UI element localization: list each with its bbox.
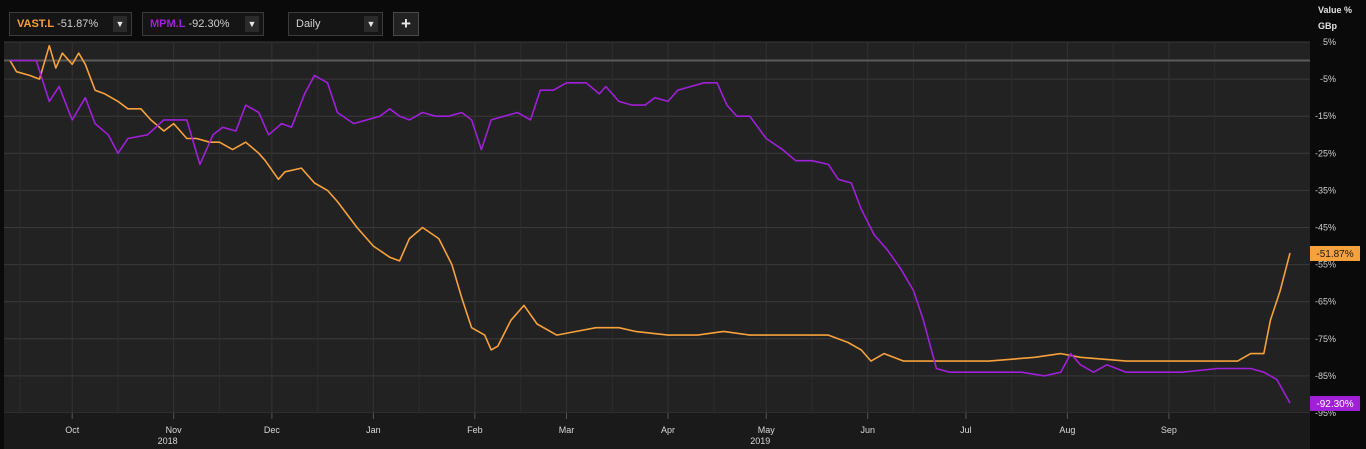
dropdown-arrow-icon[interactable]: ▼ bbox=[245, 16, 259, 32]
axis-unit-currency: GBp bbox=[1318, 21, 1337, 31]
y-tick-label: -15% bbox=[1315, 111, 1336, 121]
x-tick-label: Aug bbox=[1059, 425, 1075, 435]
add-symbol-button[interactable]: + bbox=[393, 12, 419, 36]
y-tick-label: -25% bbox=[1315, 148, 1336, 158]
dropdown-arrow-icon[interactable]: ▼ bbox=[364, 16, 378, 32]
y-tick-label: -45% bbox=[1315, 223, 1336, 233]
series-line-vast-l[interactable] bbox=[9, 44, 1291, 362]
axis-unit-value: Value % bbox=[1318, 5, 1353, 15]
dropdown-arrow-icon[interactable]: ▼ bbox=[113, 16, 127, 32]
chart-toolbar: VAST.L -51.87% ▼ MPM.L -92.30% ▼ Daily ▼… bbox=[0, 0, 1300, 40]
y-tick-label: -55% bbox=[1315, 260, 1336, 270]
series-ticker-mpm: MPM.L bbox=[150, 18, 186, 30]
last-value-tag bbox=[1310, 245, 1360, 261]
last-value-tag bbox=[1310, 395, 1360, 411]
y-tick-label: 5% bbox=[1323, 37, 1336, 47]
x-tick-label: Oct bbox=[65, 425, 80, 435]
interval-select[interactable]: Daily ▼ bbox=[288, 12, 383, 36]
x-tick-label: May bbox=[758, 425, 776, 435]
x-axis-strip bbox=[4, 413, 1310, 449]
series-ticker-vast: VAST.L bbox=[17, 18, 55, 30]
series-change-vast: -51.87% bbox=[57, 18, 99, 30]
y-tick-label: -85% bbox=[1315, 371, 1336, 381]
y-tick-label: -65% bbox=[1315, 297, 1336, 307]
y-tick-label: -75% bbox=[1315, 334, 1336, 344]
x-tick-label: Nov bbox=[166, 425, 183, 435]
x-tick-label: Apr bbox=[661, 425, 675, 435]
y-tick-label: -5% bbox=[1320, 74, 1336, 84]
x-tick-label: Jun bbox=[860, 425, 875, 435]
x-year-label: 2018 bbox=[158, 436, 178, 446]
series-line-mpm-l[interactable] bbox=[10, 59, 1291, 404]
last-value-label: -92.30% bbox=[1316, 399, 1353, 410]
last-value-label: -51.87% bbox=[1316, 249, 1353, 260]
interval-label: Daily bbox=[296, 18, 321, 30]
x-year-label: 2019 bbox=[750, 436, 770, 446]
x-tick-label: Jul bbox=[960, 425, 972, 435]
series-selector-mpm[interactable]: MPM.L -92.30% ▼ bbox=[142, 12, 264, 36]
y-tick-label: -35% bbox=[1315, 185, 1336, 195]
x-tick-label: Feb bbox=[467, 425, 483, 435]
x-tick-label: Jan bbox=[366, 425, 381, 435]
series-change-mpm: -92.30% bbox=[188, 18, 230, 30]
series-selector-vast[interactable]: VAST.L -51.87% ▼ bbox=[9, 12, 132, 36]
x-tick-label: Dec bbox=[264, 425, 281, 435]
x-tick-label: Sep bbox=[1161, 425, 1177, 435]
y-tick-label: -95% bbox=[1315, 408, 1336, 418]
x-tick-label: Mar bbox=[559, 425, 575, 435]
